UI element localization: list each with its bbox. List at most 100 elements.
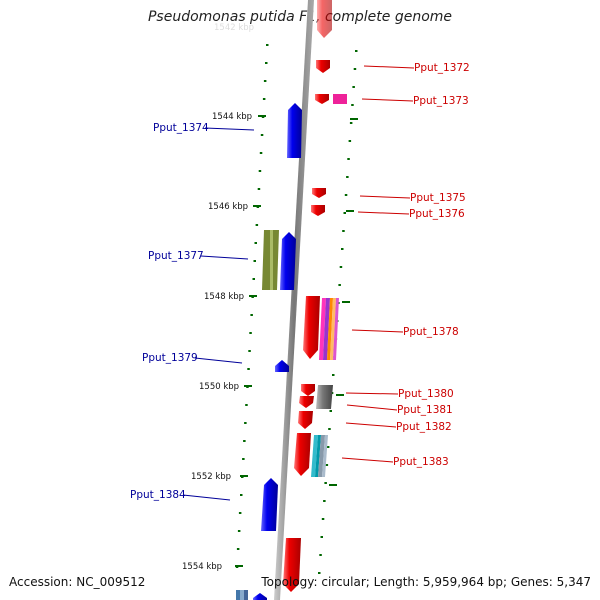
gene-label-Pput_1381[interactable]: Pput_1381	[397, 404, 453, 416]
gene-feature-forward[interactable]	[299, 396, 314, 408]
inner-tick-dot	[250, 314, 253, 316]
inner-tick-dot	[255, 224, 259, 226]
gene-label-Pput_1377[interactable]: Pput_1377	[148, 250, 204, 262]
inner-tick-dot	[259, 152, 263, 154]
topology-summary: Topology: circular; Length: 5,959,964 bp…	[261, 575, 591, 589]
gene-feature-reverse[interactable]	[275, 360, 289, 372]
gene-label-Pput_1383[interactable]: Pput_1383	[393, 456, 449, 468]
scale-label-1546: 1546 kbp	[208, 202, 248, 212]
gene-label-Pput_1379[interactable]: Pput_1379	[142, 352, 198, 364]
inner-tick-dot	[248, 350, 251, 352]
outer-tick-dot	[332, 374, 335, 376]
gene-feature-forward[interactable]	[303, 296, 320, 359]
gene-feature-reverse[interactable]	[280, 232, 296, 290]
gene-feature-forward[interactable]	[294, 433, 311, 476]
outer-tick-dot	[328, 428, 331, 430]
outer-tick-dot	[352, 86, 355, 88]
inner-tick-dot	[237, 530, 241, 532]
inner-tick-dot	[254, 242, 257, 244]
inner-tick-dot	[252, 278, 255, 280]
gene-label-Pput_1375[interactable]: Pput_1375	[410, 192, 466, 204]
outer-tick-dot	[329, 410, 332, 412]
scale-label-1552: 1552 kbp	[191, 472, 231, 482]
gene-feature-cog-stripes[interactable]	[311, 435, 328, 477]
outer-tick-dot	[344, 194, 348, 196]
reverse-label-leaders	[182, 127, 255, 501]
gene-feature-forward[interactable]	[298, 411, 313, 429]
accession-text: Accession: NC_009512	[9, 575, 146, 589]
inner-tick-dot	[238, 512, 242, 514]
inner-tick-dot	[240, 494, 243, 496]
gene-feature-forward[interactable]	[312, 188, 326, 198]
inner-tick-dots	[235, 44, 269, 568]
outer-tick-dot	[353, 68, 357, 70]
inner-tick-dot	[244, 422, 247, 424]
inner-tick-dot	[243, 440, 246, 442]
gene-label-Pput_1372[interactable]: Pput_1372	[414, 62, 470, 74]
outer-tick-dot	[346, 176, 349, 178]
gene-label-Pput_1376[interactable]: Pput_1376	[409, 208, 465, 220]
gene-label-Pput_1378[interactable]: Pput_1378	[403, 326, 459, 338]
outer-tick-dot	[318, 572, 321, 574]
faded-kbp-label: 1542 kbp	[214, 23, 254, 33]
gene-feature-reverse[interactable]	[253, 593, 267, 600]
gene-feature-forward[interactable]	[315, 94, 329, 104]
inner-tick-dot	[242, 458, 245, 460]
inner-tick-dot	[265, 62, 268, 64]
inner-tick-dot	[245, 404, 248, 406]
gene-label-Pput_1380[interactable]: Pput_1380	[398, 388, 454, 400]
outer-tick-dot	[341, 248, 344, 250]
genome-backbone	[274, 0, 314, 600]
gene-label-Pput_1374[interactable]: Pput_1374	[153, 122, 209, 134]
scale-label-1548: 1548 kbp	[204, 292, 244, 302]
outer-tick-dot	[349, 122, 353, 124]
outer-tick-dot	[351, 104, 354, 106]
outer-tick-dot	[343, 212, 346, 214]
gene-feature-cog[interactable]	[333, 94, 347, 104]
gene-feature-cog-stripes[interactable]	[236, 590, 248, 600]
gene-feature-reverse[interactable]	[287, 103, 302, 158]
scale-label-1550: 1550 kbp	[199, 382, 239, 392]
outer-tick-dot	[323, 500, 326, 502]
gene-feature-highlight	[270, 230, 273, 290]
outer-tick-dot	[320, 536, 323, 538]
outer-tick-dot	[339, 266, 343, 268]
scale-label-1554: 1554 kbp	[182, 562, 222, 572]
inner-tick-dot	[263, 80, 267, 82]
outer-tick-dot	[319, 554, 322, 556]
gene-feature-reverse[interactable]	[261, 478, 278, 531]
outer-tick-dot	[326, 446, 330, 448]
outer-tick-dot	[342, 230, 345, 232]
outer-tick-dot	[338, 284, 341, 286]
outer-tick-dot	[348, 140, 352, 142]
gene-feature-forward[interactable]	[317, 0, 332, 38]
gene-feature-forward[interactable]	[301, 384, 315, 396]
inner-tick-dot	[258, 170, 262, 172]
inner-tick-dot	[247, 368, 250, 370]
gene-label-Pput_1382[interactable]: Pput_1382	[396, 421, 452, 433]
gene-feature-forward[interactable]	[316, 60, 330, 73]
scale-ticks	[235, 115, 358, 567]
inner-tick-dot	[260, 134, 264, 136]
gene-feature-forward[interactable]	[283, 538, 301, 592]
scale-label-1544: 1544 kbp	[212, 112, 252, 122]
gene-label-Pput_1373[interactable]: Pput_1373	[413, 95, 469, 107]
outer-tick-dot	[321, 518, 325, 520]
outer-tick-dot	[355, 50, 358, 52]
inner-tick-dot	[249, 332, 252, 334]
gene-feature-forward[interactable]	[311, 205, 325, 216]
gene-feature-cog-stripes[interactable]	[319, 298, 339, 360]
map-title: Pseudomonas putida F1, complete genome	[147, 9, 453, 25]
inner-tick-dot	[266, 44, 269, 46]
forward-label-leaders	[341, 65, 415, 463]
inner-tick-dot	[253, 260, 256, 262]
outer-tick-dot	[325, 464, 329, 466]
inner-tick-dot	[257, 188, 261, 190]
inner-tick-dot	[262, 98, 266, 100]
gene-feature-gray[interactable]	[316, 385, 333, 409]
outer-tick-dot	[347, 158, 350, 160]
gene-label-Pput_1384[interactable]: Pput_1384	[130, 489, 186, 501]
inner-tick-dot	[236, 548, 240, 550]
